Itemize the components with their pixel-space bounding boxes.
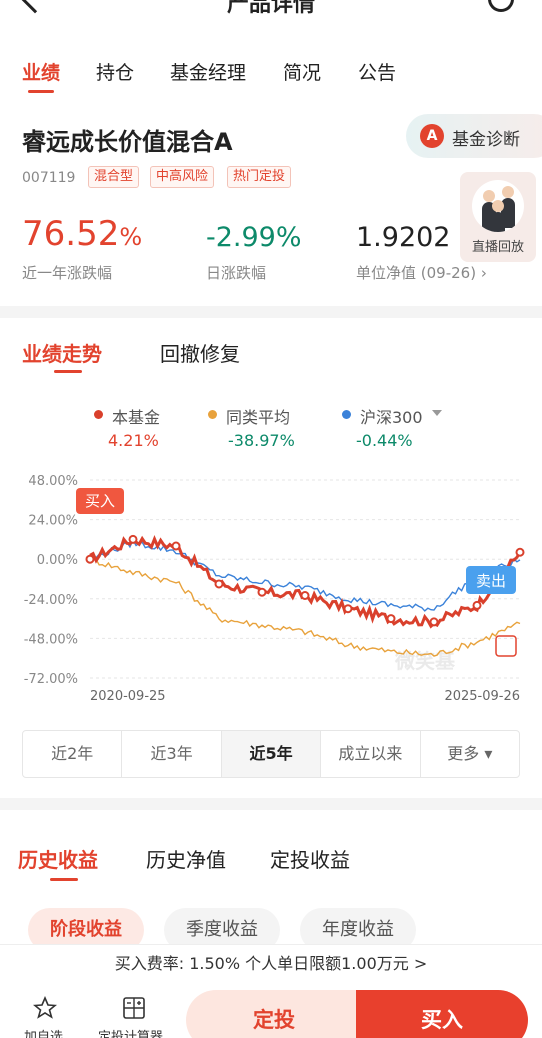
tag-hot-sip: 热门定投	[227, 166, 292, 188]
purchase-fee-info[interactable]: 买入费率: 1.50% 个人单日限额1.00万元 >	[0, 944, 542, 982]
fund-name: 睿远成长价值混合A	[22, 128, 233, 156]
active-tab-indicator	[50, 878, 78, 881]
fund-point	[85, 554, 95, 564]
performance-chart[interactable]: 48.00% 24.00% 0.00% -24.00% -48.00% -72.00% 20…	[0, 468, 542, 718]
y-tick-label: 24.00%	[28, 514, 78, 529]
y-tick-label: 0.00%	[37, 553, 78, 568]
fund-info-card: 睿远成长价值混合A A 基金诊断 007119 混合型 中高风险 热门定投 直播…	[0, 102, 542, 306]
x-tick-label-start: 2020-09-25	[90, 689, 166, 704]
legend-value-csi300: -0.44%	[356, 431, 413, 450]
buy-marker-label: 买入	[85, 492, 115, 510]
tab-history-nav[interactable]: 历史净值	[146, 848, 226, 872]
star-icon[interactable]	[32, 995, 58, 1024]
legend-dot-fund	[94, 410, 103, 419]
tab-overview[interactable]: 简况	[283, 62, 322, 84]
range-more[interactable]: 更多 ▾	[447, 744, 493, 763]
daily-change-value: -2.99%	[206, 222, 302, 253]
tag-fund-type: 混合型	[88, 166, 140, 188]
bottom-action-bar: 加自选 定投计算器 定投 买入	[0, 982, 542, 1038]
tag-risk-level: 中高风险	[150, 166, 215, 188]
active-tab-indicator	[54, 370, 82, 373]
legend-name-category-avg: 同类平均	[226, 408, 291, 427]
fund-point	[515, 547, 525, 557]
fund-point	[429, 617, 439, 627]
tab-history-returns[interactable]: 历史收益	[18, 848, 98, 872]
one-year-return-label: 近一年涨跌幅	[22, 264, 113, 282]
fund-diagnosis-button[interactable]: A 基金诊断	[406, 114, 542, 158]
page-title: 产品详情	[226, 0, 315, 17]
calculator-icon[interactable]	[122, 996, 146, 1024]
chevron-down-icon[interactable]	[432, 410, 442, 416]
live-replay-label: 直播回放	[471, 240, 524, 255]
managers-avatar	[472, 180, 524, 232]
tab-announcements[interactable]: 公告	[358, 62, 397, 84]
y-tick-label: -48.00%	[24, 632, 78, 647]
time-range-selector: 近2年 近3年 近5年 成立以来 更多 ▾	[22, 730, 520, 778]
legend-name-csi300[interactable]: 沪深300	[360, 408, 423, 427]
fund-point	[128, 534, 138, 544]
tab-performance[interactable]: 业绩	[22, 62, 61, 84]
series-line-category-avg	[89, 557, 521, 657]
tab-drawdown-recovery[interactable]: 回撤修复	[160, 342, 240, 366]
legend-value-fund: 4.21%	[108, 431, 159, 450]
fund-point	[171, 541, 181, 551]
legend-value-category-avg: -38.97%	[228, 431, 295, 450]
sell-marker	[466, 566, 516, 594]
sell-marker-label: 卖出	[476, 572, 506, 590]
tab-sip-returns[interactable]: 定投收益	[270, 848, 350, 872]
legend-dot-category-avg	[208, 410, 217, 419]
range-2y[interactable]: 近2年	[23, 731, 123, 777]
range-5y[interactable]: 近5年	[221, 731, 322, 777]
performance-section: 业绩走势 回撤修复 本基金 4.21% 同类平均 -38.97% 沪深300 -…	[0, 318, 542, 798]
x-tick-label-end: 2025-09-26	[444, 689, 520, 704]
nav-label-link[interactable]: 单位净值 (09-26) ›	[356, 264, 487, 282]
buy-button[interactable]: 买入	[356, 990, 528, 1038]
range-since-inception[interactable]: 成立以来	[321, 731, 421, 777]
active-tab-indicator	[28, 90, 54, 93]
fund-point	[257, 587, 267, 597]
legend-name-fund: 本基金	[112, 408, 161, 427]
series-line-fund	[89, 534, 522, 629]
sip-button[interactable]: 定投	[186, 990, 362, 1038]
add-watchlist-label[interactable]: 加自选	[24, 1030, 64, 1038]
buy-marker	[76, 488, 124, 514]
sip-calculator-label[interactable]: 定投计算器	[98, 1030, 164, 1038]
tab-performance-trend[interactable]: 业绩走势	[22, 342, 102, 366]
expand-icon	[495, 635, 517, 657]
header-bar: 产品详情	[0, 0, 542, 40]
fund-point	[300, 591, 310, 600]
y-tick-label: -72.00%	[24, 672, 78, 687]
range-3y[interactable]: 近3年	[122, 731, 222, 777]
fund-point	[386, 614, 396, 624]
legend-dot-csi300	[342, 410, 351, 419]
one-year-return-value: 76.52%	[22, 214, 143, 254]
top-tab-bar: 业绩 持仓 基金经理 简况 公告	[0, 40, 542, 102]
fund-point	[214, 579, 224, 589]
tab-fund-manager[interactable]: 基金经理	[170, 62, 247, 84]
history-section: 历史收益 历史净值 定投收益 阶段收益 季度收益 年度收益	[0, 810, 542, 952]
fund-code: 007119	[22, 170, 76, 186]
diagnosis-label: 基金诊断	[452, 130, 520, 150]
nav-value: 1.9202	[356, 222, 451, 253]
y-tick-label: -24.00%	[24, 593, 78, 608]
series-line-csi300	[89, 538, 521, 612]
fund-point	[343, 604, 353, 614]
fund-point	[472, 600, 482, 610]
live-replay-card[interactable]: 直播回放	[460, 172, 536, 262]
y-tick-label: 48.00%	[28, 474, 78, 489]
diagnosis-logo-icon: A	[420, 124, 444, 148]
daily-change-label: 日涨跌幅	[206, 264, 267, 282]
tab-holdings[interactable]: 持仓	[96, 62, 135, 84]
